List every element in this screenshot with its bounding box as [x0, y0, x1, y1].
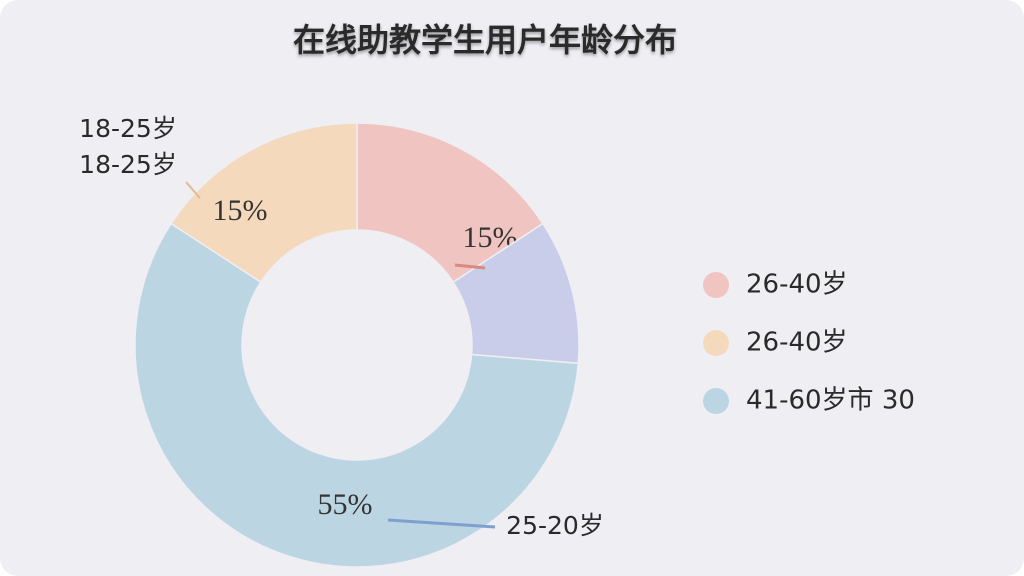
- legend-swatch: [703, 388, 729, 414]
- donut-segment: [170, 122, 358, 284]
- donut: 15%55%15%: [134, 122, 580, 568]
- legend-label: 26-40岁: [746, 328, 848, 358]
- leader-line: [454, 263, 486, 270]
- annotation: 18-25岁: [79, 150, 177, 179]
- value-label: 15%: [213, 194, 268, 227]
- value-label: 55%: [318, 488, 373, 521]
- annotation: 18-25岁: [79, 114, 177, 143]
- leader-line: [387, 518, 496, 529]
- legend-label: 41-60岁市 30: [746, 386, 915, 416]
- legend-swatch: [703, 272, 729, 298]
- legend-swatch: [703, 330, 729, 356]
- annotation: 25-20岁: [506, 511, 604, 540]
- donut-segment: [134, 222, 580, 568]
- donut-segment: [356, 122, 544, 284]
- chart-title: 在线助教学生用户年龄分布: [293, 21, 677, 59]
- legend-label: 26-40岁: [746, 270, 848, 300]
- leader-line: [185, 181, 201, 199]
